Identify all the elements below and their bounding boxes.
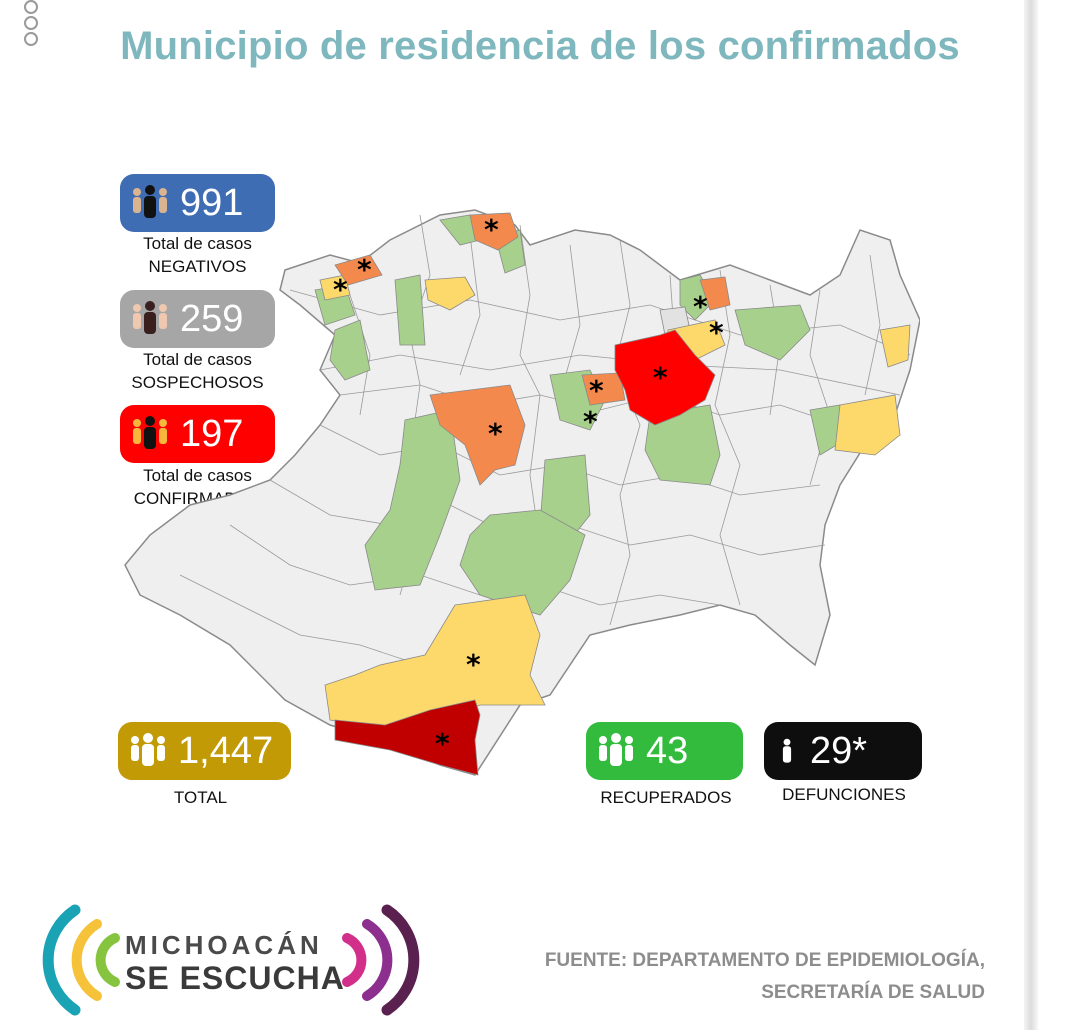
- source-note: FUENTE: DEPARTAMENTO DE EPIDEMIOLOGÍA, S…: [545, 945, 985, 1009]
- defunciones-badge: 29*: [764, 722, 922, 780]
- defunciones-caption: DEFUNCIONES: [782, 785, 906, 804]
- negativos-caption: Total de casos NEGATIVOS: [120, 232, 275, 278]
- darkred-municipality: [334, 699, 481, 776]
- yellow-municipalities: [319, 274, 911, 731]
- death-marker: *: [589, 374, 604, 407]
- person-icon: [782, 738, 792, 763]
- death-marker: *: [466, 648, 481, 681]
- sospechosos-badge: 259: [120, 290, 275, 348]
- people-icon: [133, 185, 167, 218]
- binder-rings: [24, 0, 40, 46]
- death-marker: *: [693, 290, 708, 323]
- logo-line2: SE ESCUCHA: [125, 960, 345, 996]
- red-municipality: [614, 329, 716, 426]
- defunciones-value: 29*: [810, 729, 868, 772]
- page-margin: [1038, 0, 1080, 1030]
- michoacan-se-escucha-logo: [42, 904, 420, 1016]
- death-marker: *: [333, 273, 348, 306]
- total-caption: TOTAL: [173, 788, 228, 807]
- negativos-caption-line1: Total de casos: [143, 234, 252, 253]
- negativos-caption-line2: NEGATIVOS: [148, 257, 247, 276]
- source-line1: FUENTE: DEPARTAMENTO DE EPIDEMIOLOGÍA,: [544, 950, 985, 971]
- sospechosos-caption-line2: SOSPECHOSOS: [131, 373, 264, 392]
- page-edge-shadow: [1024, 0, 1038, 1030]
- death-marker: *: [653, 361, 668, 394]
- negativos-badge: 991: [120, 174, 275, 232]
- municipal-borders: [179, 214, 911, 666]
- death-marker: *: [488, 417, 503, 450]
- death-marker: *: [357, 253, 372, 286]
- death-marker: *: [583, 405, 598, 438]
- recuperados-badge: 43: [586, 722, 743, 780]
- michoacan-map: [124, 209, 920, 776]
- sospechosos-caption-line1: Total de casos: [143, 350, 252, 369]
- total-value: 1,447: [178, 729, 274, 772]
- group-icon: [131, 733, 165, 766]
- people-icon: [133, 301, 167, 334]
- recuperados-value: 43: [646, 729, 689, 772]
- confirmados-badge: 197: [120, 405, 275, 463]
- death-marker: *: [709, 316, 724, 349]
- orange-municipalities: [334, 212, 731, 486]
- sospechosos-caption: Total de casos SOSPECHOSOS: [120, 348, 275, 394]
- source-line2: SECRETARÍA DE SALUD: [761, 982, 985, 1003]
- confirmados-value: 197: [180, 412, 244, 455]
- sospechosos-value: 259: [180, 297, 244, 340]
- total-badge: 1,447: [118, 722, 291, 780]
- death-marker: *: [484, 213, 499, 246]
- negativos-value: 991: [180, 181, 244, 224]
- people-icon: [133, 416, 167, 449]
- death-marker: *: [435, 727, 450, 760]
- recuperados-caption: RECUPERADOS: [600, 788, 732, 807]
- confirmados-caption-line1: Total de casos: [143, 466, 252, 485]
- page-title: Municipio de residencia de los confirmad…: [120, 24, 960, 68]
- logo-line1: MICHOACÁN: [125, 930, 323, 960]
- group-icon: [599, 733, 633, 766]
